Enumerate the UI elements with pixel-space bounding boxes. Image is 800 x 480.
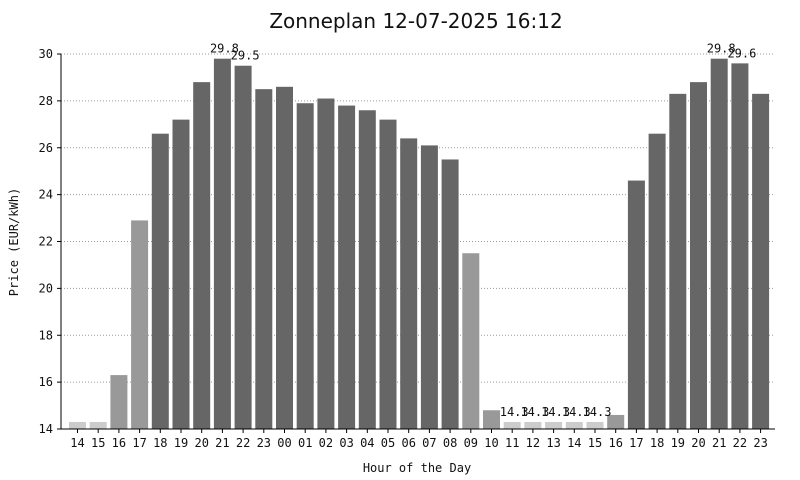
bar	[255, 89, 273, 429]
bar	[338, 105, 356, 429]
y-tick-label: 18	[39, 328, 53, 342]
bar	[151, 133, 169, 429]
bar	[317, 98, 335, 429]
bar	[193, 82, 211, 430]
x-tick-label: 21	[712, 436, 726, 450]
bar	[89, 421, 107, 429]
x-tick-label: 14	[70, 436, 84, 450]
x-tick-label: 16	[112, 436, 126, 450]
bar	[441, 159, 459, 429]
x-tick-label: 20	[194, 436, 208, 450]
x-tick-label: 11	[505, 436, 519, 450]
bar	[752, 93, 770, 429]
x-tick-label: 22	[236, 436, 250, 450]
data-label: 14.3	[500, 405, 529, 419]
x-tick-label: 04	[360, 436, 374, 450]
bars-group	[69, 58, 770, 430]
x-tick-label: 06	[401, 436, 415, 450]
x-tick-label: 12	[526, 436, 540, 450]
x-tick-label: 23	[257, 436, 271, 450]
bar	[710, 58, 728, 429]
x-tick-label: 08	[443, 436, 457, 450]
x-tick-label: 13	[546, 436, 560, 450]
data-label: 14.3	[520, 405, 549, 419]
bar	[565, 421, 583, 429]
bar	[110, 375, 128, 429]
bar	[276, 86, 293, 429]
x-tick-label: 05	[381, 436, 395, 450]
x-tick-label: 09	[464, 436, 478, 450]
x-tick-label: 14	[567, 436, 581, 450]
bar	[607, 414, 625, 429]
bar	[731, 63, 749, 430]
y-tick-label: 24	[39, 188, 53, 202]
x-tick-label: 20	[691, 436, 705, 450]
y-tick-labels: 14 16 18 20 22 24 26 28 30	[39, 47, 61, 436]
data-label: 14.3	[541, 405, 570, 419]
y-tick-label: 20	[39, 281, 53, 295]
data-label: 14.3	[562, 405, 591, 419]
y-tick-label: 16	[39, 375, 53, 389]
x-tick-label: 07	[422, 436, 436, 450]
bar	[400, 138, 418, 429]
bar	[503, 421, 521, 429]
bar	[586, 421, 604, 429]
bar	[213, 58, 231, 429]
x-tick-label: 03	[339, 436, 353, 450]
data-label: 29.8	[707, 42, 736, 56]
bar	[648, 133, 666, 429]
data-label: 29.6	[727, 46, 756, 60]
x-tick-label: 10	[484, 436, 498, 450]
data-label: 14.3	[583, 405, 612, 419]
bar	[379, 119, 397, 430]
bar	[462, 253, 480, 429]
bar	[420, 145, 438, 429]
x-tick-label: 21	[215, 436, 229, 450]
data-label: 29.8	[210, 42, 239, 56]
x-tick-label: 15	[91, 436, 105, 450]
y-tick-label: 28	[39, 94, 53, 108]
y-axis-label: Price (EUR/kWh)	[7, 188, 21, 296]
x-tick-label: 19	[671, 436, 685, 450]
x-tick-label: 18	[650, 436, 664, 450]
x-tick-label: 02	[319, 436, 333, 450]
chart-title: Zonneplan 12-07-2025 16:12	[269, 9, 562, 33]
x-tick-label: 18	[153, 436, 167, 450]
x-tick-label: 22	[733, 436, 747, 450]
x-tick-label: 00	[277, 436, 291, 450]
bar	[234, 65, 252, 429]
bar	[483, 410, 500, 429]
y-tick-label: 14	[39, 422, 53, 436]
bar	[358, 110, 376, 429]
bar	[131, 220, 149, 429]
bar	[172, 119, 190, 430]
bar	[524, 421, 542, 429]
x-tick-label: 19	[174, 436, 188, 450]
x-axis-label: Hour of the Day	[363, 461, 471, 475]
bar	[669, 93, 687, 429]
y-tick-label: 26	[39, 141, 53, 155]
x-tick-label: 01	[298, 436, 312, 450]
bar	[545, 421, 563, 429]
bar	[627, 180, 645, 429]
bar	[69, 421, 86, 429]
x-tick-labels: 14 15 16 17 18 19 20 21 22 23 00 01 02 03 04 05 06 07 08 09…	[70, 429, 768, 450]
data-label: 29.5	[231, 49, 260, 63]
y-tick-label: 30	[39, 47, 53, 61]
x-tick-label: 16	[608, 436, 622, 450]
bar	[296, 103, 314, 429]
bar	[690, 82, 707, 430]
x-tick-label: 17	[132, 436, 146, 450]
y-tick-label: 22	[39, 235, 53, 249]
x-tick-label: 15	[588, 436, 602, 450]
data-labels-group: 29.829.514.314.314.314.314.329.829.6	[210, 42, 756, 419]
x-tick-label: 17	[629, 436, 643, 450]
x-tick-label: 23	[753, 436, 767, 450]
